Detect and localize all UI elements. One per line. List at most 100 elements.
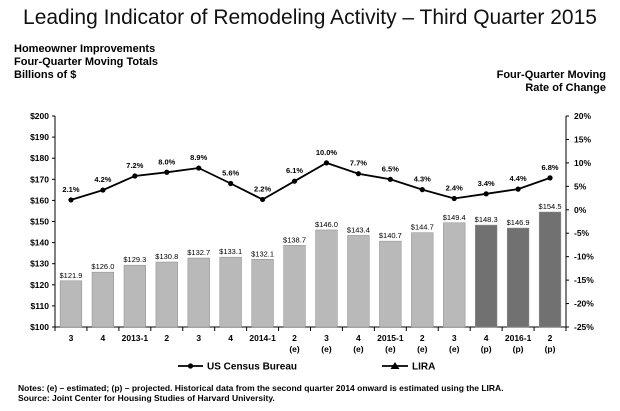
x-tick-label: 2 <box>164 333 169 343</box>
left-tick-label: $130 <box>30 259 49 269</box>
bar <box>251 259 274 328</box>
bar-value-label: $149.4 <box>443 213 466 222</box>
right-tick-label: 5% <box>574 181 587 191</box>
line-point <box>132 173 138 179</box>
right-tick-label: 15% <box>574 134 591 144</box>
line-value-label: 8.9% <box>190 153 207 162</box>
line-value-label: 4.3% <box>414 175 431 184</box>
bar <box>187 257 210 328</box>
right-tick-label: 0% <box>574 205 587 215</box>
x-tick-sublabel: (p) <box>481 344 492 354</box>
left-tick-label: $150 <box>30 217 49 227</box>
bar-value-label: $121.9 <box>59 271 82 280</box>
line-value-label: 4.2% <box>94 175 111 184</box>
x-tick-sublabel: (e) <box>353 344 364 354</box>
right-tick-label: -15% <box>574 275 594 285</box>
left-tick-label: $140 <box>30 238 49 248</box>
line-point <box>228 180 234 187</box>
bar-value-label: $148.3 <box>475 215 498 224</box>
line-value-label: 3.4% <box>478 179 495 188</box>
bar <box>347 235 370 328</box>
bar-value-label: $133.1 <box>219 247 242 256</box>
right-tick-label: 20% <box>574 111 591 121</box>
x-tick-sublabel: (e) <box>385 344 396 354</box>
bar-value-label: $144.7 <box>411 223 434 232</box>
line-point <box>196 165 202 171</box>
x-tick-sublabel: (e) <box>417 344 428 354</box>
x-tick-sublabel: (e) <box>289 344 300 354</box>
left-heading-line-2: Four-Quarter Moving Totals <box>14 56 159 68</box>
notes-line: Notes: (e) – estimated; (p) – projected.… <box>18 383 504 393</box>
bar <box>59 280 83 328</box>
bar-value-label: $129.3 <box>123 255 146 264</box>
left-axis-heading: Homeowner Improvements Four-Quarter Movi… <box>14 43 158 82</box>
line-point <box>259 196 266 203</box>
bar <box>315 229 338 328</box>
bar-value-label: $143.4 <box>347 225 370 234</box>
bar <box>443 222 466 328</box>
line-point <box>323 160 330 166</box>
bar-value-label: $126.0 <box>91 262 114 271</box>
legend-triangle-marker <box>390 362 400 369</box>
line-point <box>355 171 362 177</box>
line-point <box>547 175 553 181</box>
x-tick-label: 3 <box>324 333 329 343</box>
bar <box>155 261 178 328</box>
x-tick-label: 2 <box>292 333 297 343</box>
right-tick-label: -10% <box>574 252 594 262</box>
line-value-label: 7.7% <box>350 159 367 168</box>
left-tick-label: $190 <box>30 132 49 142</box>
line-point <box>291 178 298 184</box>
lira-line <box>70 161 551 201</box>
left-tick-label: $200 <box>30 111 49 121</box>
right-heading-line-1: Four-Quarter Moving <box>496 69 606 81</box>
left-tick-label: $110 <box>31 301 50 311</box>
x-tick-label: 4 <box>356 333 361 343</box>
x-tick-label: 3 <box>69 333 74 343</box>
legend-lira-label: LIRA <box>412 362 435 373</box>
bar <box>91 271 115 328</box>
bar <box>475 224 498 328</box>
line-value-label: 6.1% <box>286 166 303 175</box>
bar-value-label: $146.9 <box>507 218 530 227</box>
left-heading-line-3: Billions of $ <box>14 69 77 81</box>
source-line: Source: Joint Center for Housing Studies… <box>18 393 275 403</box>
bar-value-label: $146.0 <box>315 220 338 229</box>
x-tick-sublabel: (e) <box>449 344 460 354</box>
line-value-label: 2.2% <box>254 184 271 193</box>
x-tick-label: 4 <box>484 333 489 343</box>
legend-census-label: US Census Bureau <box>207 362 297 373</box>
line-value-label: 4.4% <box>510 174 527 183</box>
bar <box>219 256 242 328</box>
bar <box>538 211 562 328</box>
x-tick-label: 2014-1 <box>249 333 276 343</box>
right-tick-label: -5% <box>574 228 590 238</box>
right-axis-heading: Four-Quarter Moving Rate of Change <box>497 69 606 95</box>
bar-value-label: $140.7 <box>379 231 402 240</box>
line-value-label: 6.8% <box>541 163 558 172</box>
line-value-label: 10.0% <box>316 148 338 157</box>
line-point <box>419 187 425 193</box>
line-point <box>483 191 489 197</box>
chart-title: Leading Indicator of Remodeling Activity… <box>23 6 597 29</box>
line-value-label: 5.6% <box>222 169 239 178</box>
bar-value-label: $154.5 <box>539 202 562 211</box>
bar <box>379 240 402 328</box>
line-point <box>100 187 106 193</box>
line-point <box>387 176 393 182</box>
line-point <box>515 186 521 192</box>
right-tick-label: -20% <box>574 299 594 309</box>
chart-notes: Notes: (e) – estimated; (p) – projected.… <box>18 383 504 403</box>
x-tick-label: 4 <box>101 333 106 343</box>
x-tick-label: 2016-1 <box>505 333 532 343</box>
bar-value-label: $138.7 <box>283 235 306 244</box>
bar <box>283 245 306 328</box>
bar-value-label: $132.7 <box>187 248 210 257</box>
x-tick-sublabel: (p) <box>545 344 556 354</box>
line-point <box>451 195 457 202</box>
x-tick-label: 2 <box>548 333 553 343</box>
left-tick-label: $120 <box>30 280 49 290</box>
line-value-label: 2.1% <box>62 185 79 194</box>
bar-value-label: $132.1 <box>251 249 274 258</box>
